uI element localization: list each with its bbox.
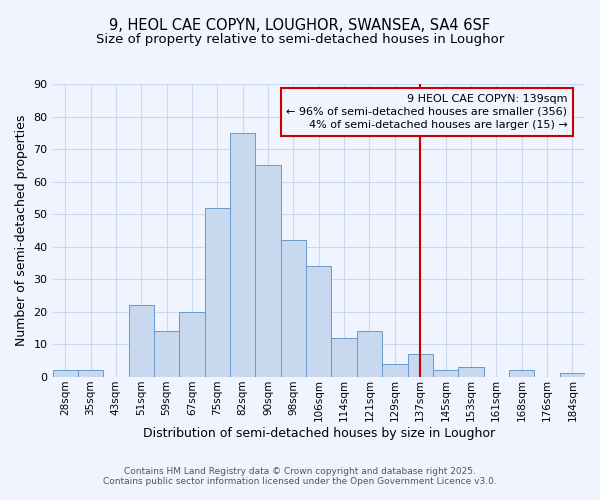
Bar (382, 364, 407, 376)
Bar (458, 367, 484, 376)
Bar (179, 312, 205, 376)
Bar (407, 354, 433, 376)
Bar (331, 338, 357, 376)
Text: 9 HEOL CAE COPYN: 139sqm
← 96% of semi-detached houses are smaller (356)
4% of s: 9 HEOL CAE COPYN: 139sqm ← 96% of semi-d… (286, 94, 567, 130)
Bar (230, 133, 256, 376)
Bar (281, 240, 306, 376)
Bar (560, 374, 585, 376)
Bar (306, 266, 331, 376)
Text: Size of property relative to semi-detached houses in Loughor: Size of property relative to semi-detach… (96, 32, 504, 46)
Bar (53, 370, 78, 376)
Bar (128, 305, 154, 376)
Text: 9, HEOL CAE COPYN, LOUGHOR, SWANSEA, SA4 6SF: 9, HEOL CAE COPYN, LOUGHOR, SWANSEA, SA4… (109, 18, 491, 32)
Bar (509, 370, 534, 376)
Bar (357, 331, 382, 376)
Bar (78, 370, 103, 376)
Text: Contains public sector information licensed under the Open Government Licence v3: Contains public sector information licen… (103, 477, 497, 486)
Bar (154, 331, 179, 376)
Bar (433, 370, 458, 376)
Bar (256, 166, 281, 376)
Text: Contains HM Land Registry data © Crown copyright and database right 2025.: Contains HM Land Registry data © Crown c… (124, 467, 476, 476)
X-axis label: Distribution of semi-detached houses by size in Loughor: Distribution of semi-detached houses by … (143, 427, 495, 440)
Y-axis label: Number of semi-detached properties: Number of semi-detached properties (15, 114, 28, 346)
Bar (205, 208, 230, 376)
